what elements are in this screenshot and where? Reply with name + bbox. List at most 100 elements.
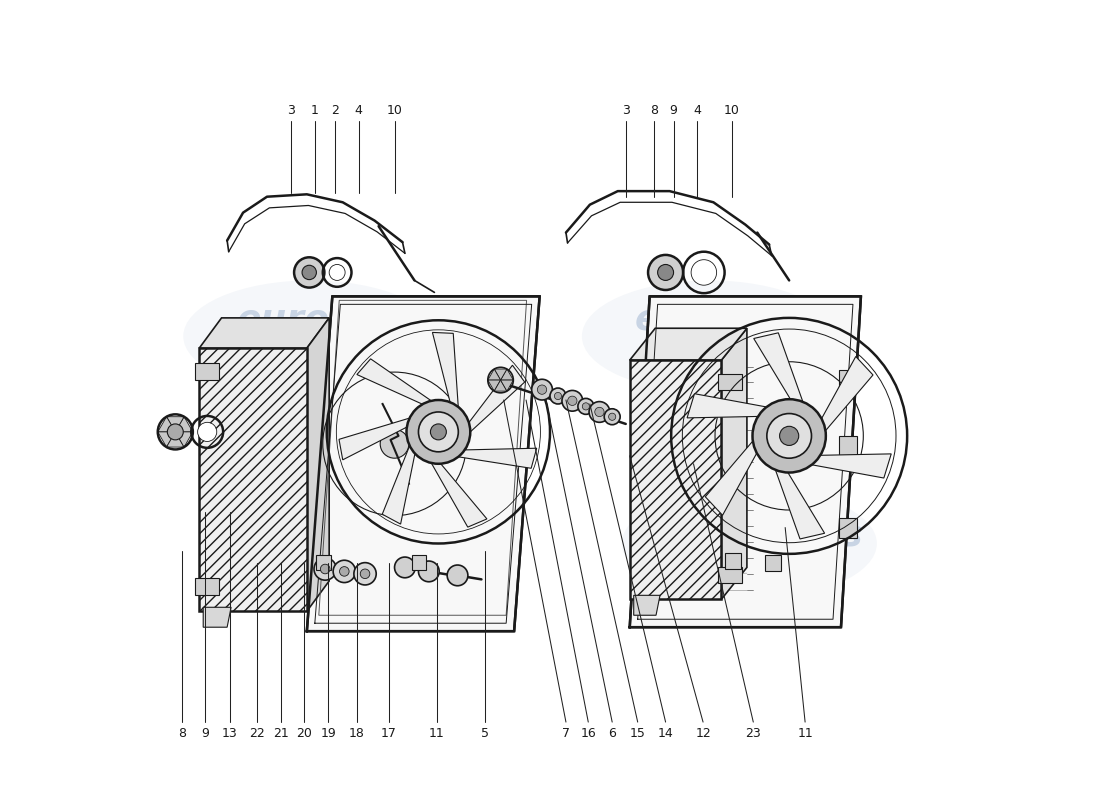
Circle shape bbox=[767, 414, 812, 458]
Polygon shape bbox=[839, 518, 857, 538]
Polygon shape bbox=[822, 357, 873, 430]
Text: 5: 5 bbox=[481, 727, 488, 740]
Polygon shape bbox=[500, 380, 514, 391]
Circle shape bbox=[648, 255, 683, 290]
Ellipse shape bbox=[223, 488, 478, 599]
Polygon shape bbox=[166, 417, 184, 432]
Circle shape bbox=[578, 398, 594, 414]
Polygon shape bbox=[754, 333, 803, 402]
Circle shape bbox=[608, 413, 616, 420]
Polygon shape bbox=[459, 448, 537, 468]
Polygon shape bbox=[431, 463, 487, 527]
Ellipse shape bbox=[184, 281, 439, 392]
Text: 21: 21 bbox=[273, 727, 288, 740]
Text: 10: 10 bbox=[386, 104, 403, 117]
Polygon shape bbox=[705, 441, 757, 515]
Bar bbox=[412, 555, 427, 570]
Text: 23: 23 bbox=[746, 727, 761, 740]
Text: eurospares: eurospares bbox=[635, 303, 864, 338]
Polygon shape bbox=[383, 446, 415, 524]
Text: 4: 4 bbox=[354, 104, 363, 117]
Polygon shape bbox=[766, 555, 781, 571]
Text: 3: 3 bbox=[287, 104, 295, 117]
Text: 7: 7 bbox=[562, 727, 570, 740]
Text: 4: 4 bbox=[693, 104, 702, 117]
Circle shape bbox=[658, 265, 673, 281]
Polygon shape bbox=[175, 417, 192, 432]
Polygon shape bbox=[157, 417, 175, 432]
Circle shape bbox=[590, 402, 609, 422]
Circle shape bbox=[418, 561, 439, 582]
Circle shape bbox=[430, 424, 447, 440]
Polygon shape bbox=[487, 369, 500, 380]
Text: 1: 1 bbox=[311, 104, 319, 117]
Polygon shape bbox=[487, 380, 500, 391]
Polygon shape bbox=[500, 369, 514, 380]
Circle shape bbox=[554, 393, 562, 400]
Text: 22: 22 bbox=[250, 727, 265, 740]
Circle shape bbox=[302, 266, 317, 280]
Bar bbox=[317, 555, 331, 570]
Text: 15: 15 bbox=[630, 727, 646, 740]
Polygon shape bbox=[776, 470, 825, 539]
Circle shape bbox=[448, 565, 468, 586]
Bar bbox=[629, 360, 722, 599]
Text: 11: 11 bbox=[429, 727, 444, 740]
Text: 13: 13 bbox=[221, 727, 238, 740]
Circle shape bbox=[294, 258, 324, 287]
Polygon shape bbox=[339, 418, 409, 460]
Text: 12: 12 bbox=[695, 727, 711, 740]
Circle shape bbox=[354, 562, 376, 585]
Polygon shape bbox=[494, 369, 507, 380]
Circle shape bbox=[198, 422, 217, 442]
Polygon shape bbox=[356, 359, 431, 404]
Circle shape bbox=[568, 396, 578, 406]
Circle shape bbox=[418, 412, 459, 452]
Circle shape bbox=[562, 390, 583, 411]
Text: 8: 8 bbox=[178, 727, 186, 740]
Circle shape bbox=[595, 407, 604, 417]
Text: 17: 17 bbox=[381, 727, 397, 740]
Text: 9: 9 bbox=[201, 727, 209, 740]
Polygon shape bbox=[157, 432, 175, 447]
Polygon shape bbox=[722, 328, 747, 599]
Text: eurospares: eurospares bbox=[635, 518, 864, 553]
Polygon shape bbox=[204, 607, 231, 627]
Polygon shape bbox=[307, 296, 540, 631]
Polygon shape bbox=[195, 362, 219, 380]
Circle shape bbox=[550, 388, 565, 404]
Polygon shape bbox=[634, 595, 660, 615]
Polygon shape bbox=[199, 318, 329, 348]
Circle shape bbox=[320, 564, 330, 574]
Circle shape bbox=[604, 409, 620, 425]
Text: 3: 3 bbox=[621, 104, 629, 117]
Polygon shape bbox=[629, 328, 747, 360]
Circle shape bbox=[329, 265, 345, 281]
Circle shape bbox=[361, 569, 370, 578]
Bar bbox=[199, 348, 307, 611]
Circle shape bbox=[333, 560, 355, 582]
Text: 9: 9 bbox=[670, 104, 678, 117]
Text: 6: 6 bbox=[608, 727, 616, 740]
Polygon shape bbox=[494, 380, 507, 391]
Polygon shape bbox=[812, 454, 891, 478]
Polygon shape bbox=[175, 432, 192, 447]
Text: 8: 8 bbox=[650, 104, 658, 117]
Polygon shape bbox=[718, 374, 743, 390]
Polygon shape bbox=[629, 296, 861, 627]
Circle shape bbox=[167, 424, 184, 440]
Polygon shape bbox=[469, 366, 525, 432]
Circle shape bbox=[314, 558, 337, 580]
Text: 10: 10 bbox=[724, 104, 739, 117]
Circle shape bbox=[582, 402, 590, 410]
Circle shape bbox=[531, 379, 552, 400]
Ellipse shape bbox=[621, 488, 877, 599]
Text: eurospares: eurospares bbox=[236, 303, 465, 338]
Text: eurospares: eurospares bbox=[236, 518, 465, 553]
Text: 16: 16 bbox=[581, 727, 596, 740]
Circle shape bbox=[381, 430, 409, 458]
Polygon shape bbox=[166, 432, 184, 447]
Circle shape bbox=[407, 400, 471, 464]
Polygon shape bbox=[839, 370, 857, 389]
Circle shape bbox=[340, 566, 349, 576]
